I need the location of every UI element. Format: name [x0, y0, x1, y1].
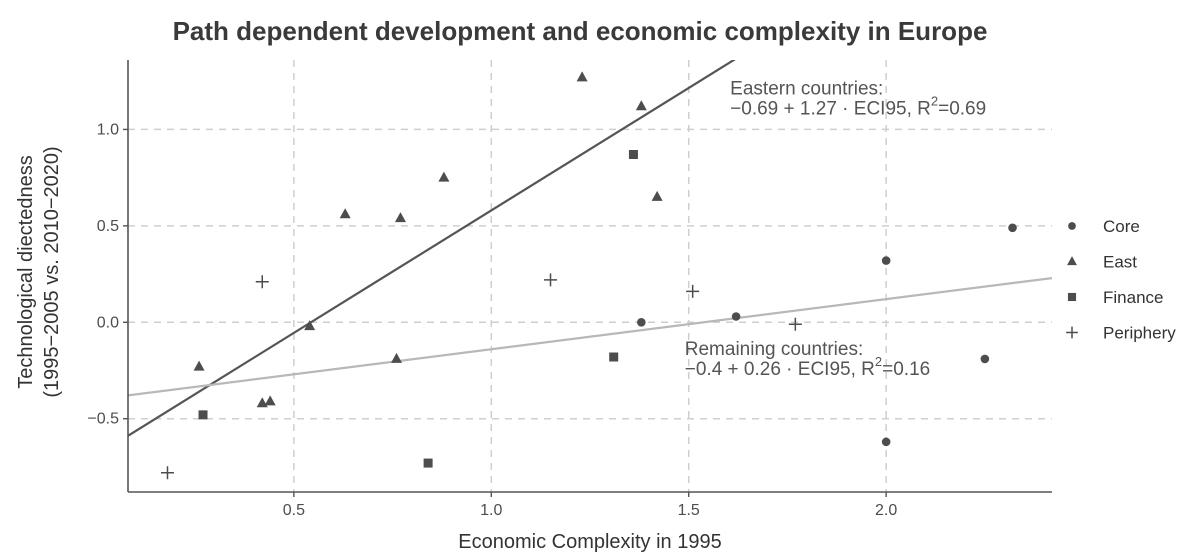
point-core [881, 437, 891, 447]
point-east [438, 171, 450, 182]
legend-key-periphery [1066, 326, 1078, 339]
point-east [651, 190, 663, 201]
point-core [637, 317, 646, 327]
point-periphery [544, 273, 558, 287]
fit-line-eastern [128, 60, 736, 437]
x-tick-label: 1.0 [480, 502, 502, 519]
legend-key-finance [1067, 292, 1077, 302]
point-east [304, 320, 316, 331]
point-core [980, 354, 990, 364]
point-core [731, 312, 741, 321]
point-east [339, 208, 351, 219]
point-east [391, 352, 403, 363]
chart-title: Path dependent development and economic … [173, 16, 988, 46]
grid-lines [128, 60, 1052, 492]
y-axis-title-line1: Technological diectedness [15, 155, 37, 389]
point-periphery [788, 317, 802, 331]
annotation-title-2: Remaining countries: [685, 339, 863, 360]
legend-key-east [1067, 256, 1077, 266]
x-tick-label: 1.5 [678, 502, 700, 519]
point-periphery [255, 275, 269, 289]
legend: Core East Finance Periphery [1066, 217, 1176, 343]
point-periphery [686, 284, 700, 298]
y-tick-label: −0.5 [87, 411, 119, 428]
point-east [193, 360, 205, 371]
legend-label-periphery: Periphery [1103, 324, 1176, 343]
y-axis-title-line2: (1995−2005 vs. 2010−2020) [41, 146, 63, 397]
point-east [635, 100, 647, 111]
point-east [576, 71, 588, 82]
point-finance [423, 458, 433, 468]
point-periphery [160, 466, 174, 480]
y-tick-label: 0.5 [97, 218, 119, 235]
point-finance [198, 410, 208, 420]
y-tick-label: 0.0 [97, 314, 119, 331]
point-core [1008, 223, 1017, 233]
annotations: Eastern countries:−0.69 + 1.27 · ECI95, … [685, 79, 986, 380]
fit-line-remaining [128, 276, 1052, 397]
annotation-equation-1: −0.69 + 1.27 · ECI95, R2=0.69 [730, 94, 986, 120]
legend-key-core [1068, 222, 1076, 230]
legend-label-finance: Finance [1103, 288, 1163, 307]
point-east [256, 397, 268, 408]
y-tick-label: 1.0 [97, 121, 119, 138]
legend-label-core: Core [1103, 217, 1140, 236]
annotation-equation-2: −0.4 + 0.26 · ECI95, R2=0.16 [685, 354, 930, 380]
x-tick-label: 0.5 [283, 502, 305, 519]
axis-ticks: 0.5 1.0 1.5 2.0 −0.5 0.0 0.5 1.0 [87, 121, 897, 519]
regression-lines [128, 60, 1052, 437]
x-axis-title: Economic Complexity in 1995 [458, 531, 721, 553]
annotation-title-1: Eastern countries: [730, 79, 883, 100]
legend-label-east: East [1103, 253, 1137, 272]
point-east [264, 395, 276, 406]
point-east [394, 212, 406, 223]
data-points [160, 71, 1017, 480]
point-finance [628, 150, 638, 159]
point-core [881, 256, 891, 265]
point-finance [609, 352, 619, 362]
x-tick-label: 2.0 [875, 502, 897, 519]
